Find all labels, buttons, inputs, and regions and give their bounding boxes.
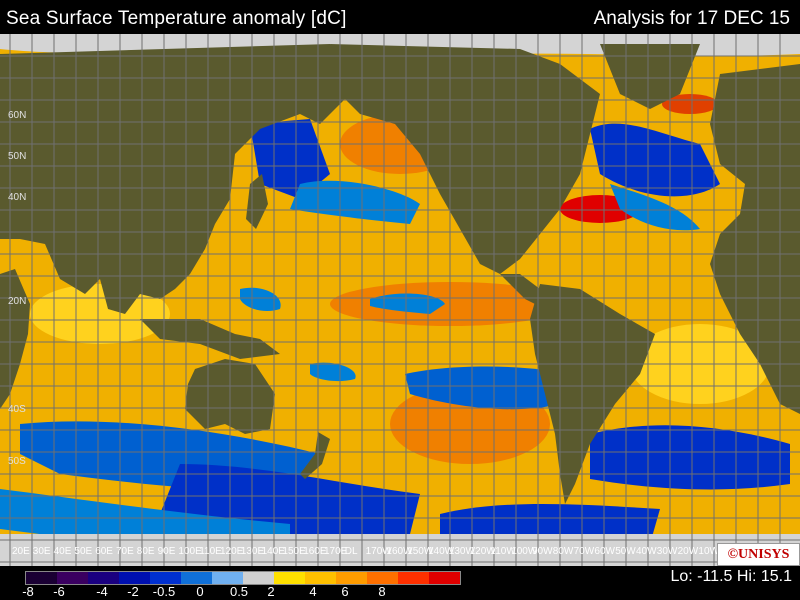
legend-tick-label: 4 [309, 584, 317, 599]
legend-swatch [429, 572, 460, 584]
lon-label: 60E [95, 546, 113, 557]
land-new-zealand [300, 432, 330, 479]
lon-label: 150E [282, 546, 306, 557]
lon-label: 30E [33, 546, 51, 557]
lon-label: 120W [470, 546, 497, 557]
legend-swatch [57, 572, 88, 584]
legend-swatch [243, 572, 274, 584]
lon-label: 50E [74, 546, 92, 557]
lon-label: DL [345, 546, 358, 557]
color-scale [25, 571, 461, 585]
land-europe-africa [710, 64, 800, 414]
title-bar: Sea Surface Temperature anomaly [dC] Ana… [0, 0, 800, 34]
lon-label: 170E [324, 546, 348, 557]
lon-label: 160W [386, 546, 413, 557]
lon-label: 100E [178, 546, 202, 557]
lat-label: 20N [8, 296, 26, 307]
lon-label: 70E [116, 546, 134, 557]
map-title: Sea Surface Temperature anomaly [dC] [6, 8, 347, 29]
analysis-date: Analysis for 17 DEC 15 [593, 8, 790, 29]
lon-label: 160E [303, 546, 327, 557]
lat-lon-grid [0, 34, 800, 566]
antarctic-nodata [0, 534, 800, 566]
legend-tick-label: 0.5 [229, 584, 249, 599]
lon-label: 80E [137, 546, 155, 557]
map-svg: 60N 50N 40N 20N 40S 50S 20E 30E 40E 50E 60E 7… [0, 34, 800, 566]
legend-swatch [181, 572, 212, 584]
legend-swatch [398, 572, 429, 584]
lon-label: 80W [553, 546, 574, 557]
legend-tick-label: -8 [22, 584, 34, 599]
sst-anomaly-map: 60N 50N 40N 20N 40S 50S 20E 30E 40E 50E 60E 7… [0, 34, 800, 566]
land-north-america [330, 44, 600, 274]
legend-swatch [88, 572, 119, 584]
lon-label: 100W [511, 546, 538, 557]
legend-tick-label: -4 [96, 584, 108, 599]
lon-label: 140W [428, 546, 455, 557]
lon-label: 40E [54, 546, 72, 557]
lat-label: 60N [8, 110, 26, 121]
lon-label: 150W [407, 546, 434, 557]
lon-label: 130W [449, 546, 476, 557]
legend-swatch [367, 572, 398, 584]
lon-label: 20E [12, 546, 30, 557]
lon-label: 110E [199, 546, 222, 557]
lat-label: 50N [8, 151, 26, 162]
legend-tick-label: 6 [341, 584, 349, 599]
lo-hi-stats: Lo: -11.5 Hi: 15.1 [670, 568, 792, 585]
lon-label: 140E [262, 546, 286, 557]
lon-label: 10W [698, 546, 719, 557]
lon-label: 50W [615, 546, 636, 557]
legend-swatch [305, 572, 336, 584]
lat-labels: 60N 50N 40N 20N 40S 50S [8, 110, 26, 467]
lon-label: 70W [574, 546, 595, 557]
lon-label: 40W [636, 546, 657, 557]
legend-tick-label: -2 [127, 584, 139, 599]
legend-swatch [26, 572, 57, 584]
unisys-logo: ©UNISYS [717, 543, 800, 566]
legend-swatch [150, 572, 181, 584]
lon-label: 110W [490, 546, 516, 557]
legend-swatch [119, 572, 150, 584]
lon-label: 120E [220, 546, 244, 557]
lon-label: 20W [678, 546, 699, 557]
legend-tick-label: -0.5 [152, 584, 176, 599]
lat-label: 40N [8, 192, 26, 203]
legend-swatch [274, 572, 305, 584]
land-africa [0, 269, 30, 409]
legend-tick-label: -6 [53, 584, 65, 599]
lon-label: 130E [241, 546, 265, 557]
lat-label: 50S [8, 456, 26, 467]
legend-swatch [336, 572, 367, 584]
lon-label: 90E [158, 546, 176, 557]
legend-swatch [212, 572, 243, 584]
legend-tick-label: 8 [378, 584, 386, 599]
land-greenland [600, 44, 700, 109]
lat-label: 40S [8, 404, 26, 415]
lon-label: 60W [594, 546, 615, 557]
land-eurasia [0, 44, 350, 314]
lon-label: 30W [657, 546, 678, 557]
legend-tick-label: 0 [196, 584, 204, 599]
lon-labels: 20E 30E 40E 50E 60E 70E 80E 90E 100E110E120E130E… [12, 546, 720, 557]
lon-label: 90W [532, 546, 553, 557]
land-south-america [530, 284, 655, 504]
legend-tick-label: 2 [267, 584, 275, 599]
lon-label: 170W [366, 546, 393, 557]
land-indonesia [140, 319, 280, 359]
north-atlantic-hot [662, 94, 718, 114]
